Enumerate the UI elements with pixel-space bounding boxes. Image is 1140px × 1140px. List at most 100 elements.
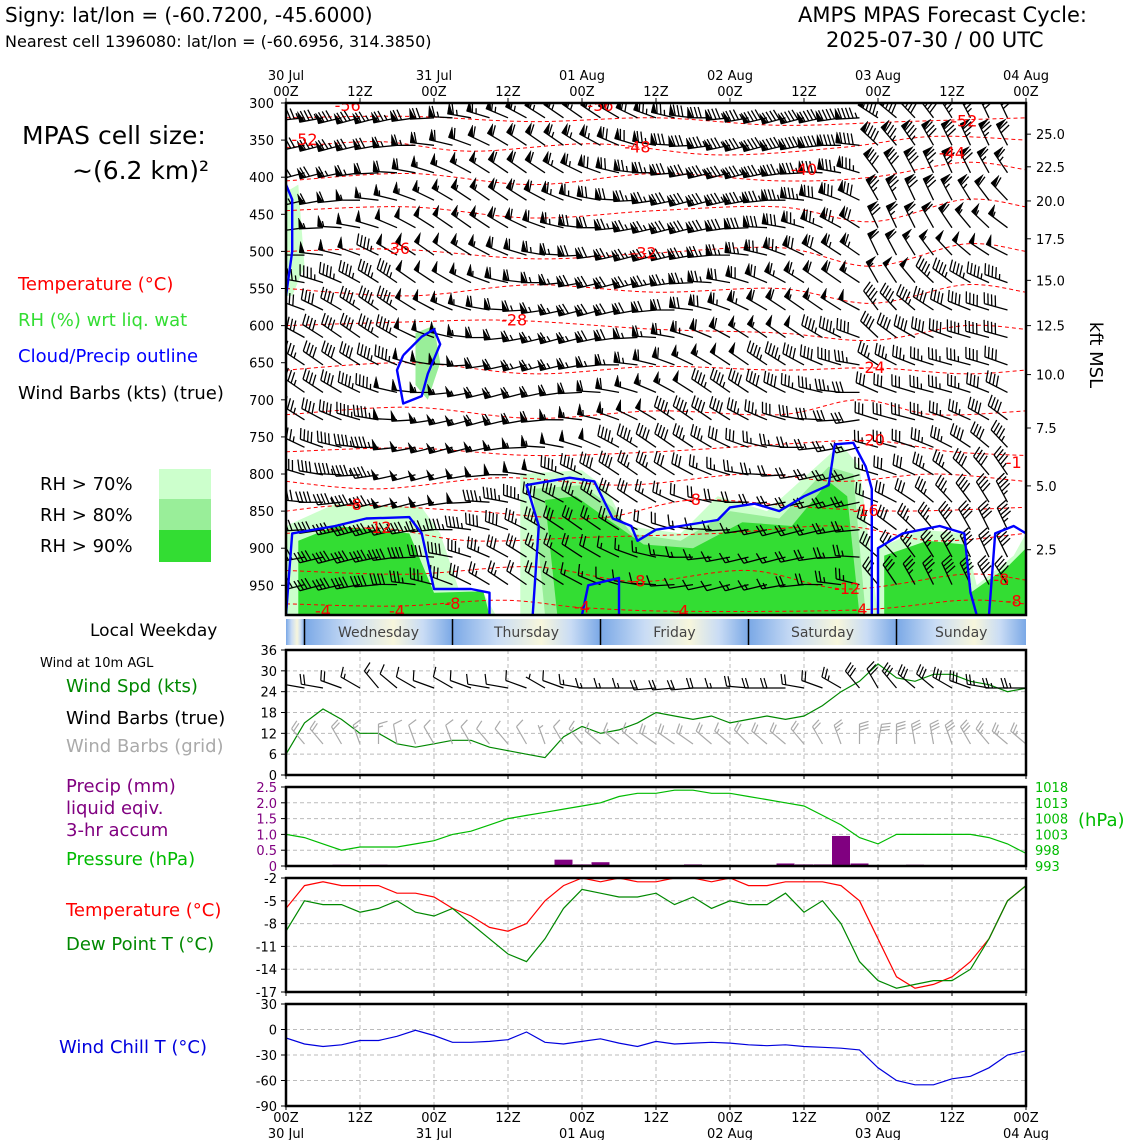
upper-wind-barb-flag: [518, 332, 528, 344]
grid-wind-barb: [460, 719, 472, 745]
upper-wind-barb: [860, 122, 879, 146]
upper-wind-barb: [613, 219, 638, 233]
upper-wind-barb: [484, 510, 509, 531]
upper-wind-barb: [874, 480, 897, 503]
top-hour-label: 12Z: [495, 85, 521, 100]
top-hour-label: 00Z: [865, 85, 891, 100]
upper-wind-barb: [994, 555, 1009, 585]
upper-wind-barb: [876, 312, 897, 339]
upper-wind-barb: [506, 559, 527, 586]
upper-wind-barb-flag: [408, 496, 417, 508]
upper-wind-barb: [872, 402, 897, 421]
upper-wind-barb: [375, 314, 398, 339]
y-tick-label: 24: [260, 686, 277, 701]
height-tick-label: 2.5: [1036, 544, 1057, 559]
upper-wind-barb: [348, 522, 379, 537]
upper-wind-barb-flag: [865, 173, 876, 185]
upper-wind-barb-flag: [521, 240, 528, 253]
upper-wind-barb: [857, 103, 879, 119]
height-tick-label: 5.0: [1036, 480, 1057, 495]
rh-region-90-1: [298, 526, 490, 615]
upper-wind-barb-flag: [596, 125, 603, 139]
panel-frame: [284, 785, 1028, 868]
upper-wind-barb-flag: [449, 262, 455, 275]
upper-wind-barb: [706, 165, 731, 180]
upper-wind-barb-flag: [334, 165, 343, 177]
upper-wind-barb: [720, 491, 749, 503]
upper-wind-barb-flag: [426, 414, 435, 426]
upper-wind-barb: [833, 349, 860, 366]
legend-cloud: Cloud/Precip outline: [18, 346, 199, 367]
upper-wind-barb: [286, 315, 305, 339]
upper-wind-barb-flag: [612, 190, 620, 202]
grid-wind-barb: [552, 719, 565, 745]
upper-wind-barb-flag: [389, 110, 398, 122]
upper-wind-barb-flag: [685, 195, 694, 207]
upper-wind-barb: [482, 486, 509, 503]
grid-wind-barb: [877, 722, 891, 745]
upper-wind-barb: [811, 440, 842, 453]
grid-wind-barb: [790, 720, 805, 745]
true-wind-barb: [484, 673, 509, 689]
upper-wind-barb: [983, 292, 1008, 311]
upper-wind-barb-flag: [576, 403, 583, 416]
height-tick-label: 20.0: [1036, 195, 1065, 210]
upper-wind-barb-flag: [317, 238, 324, 252]
upper-wind-barb: [811, 522, 842, 535]
upper-wind-barb-flag: [685, 137, 694, 149]
upper-wind-barb: [311, 550, 342, 564]
upper-wind-barb-flag: [298, 217, 305, 230]
upper-wind-barb-flag: [650, 133, 657, 145]
upper-wind-barb-flag: [336, 212, 343, 225]
upper-wind-barb: [333, 433, 361, 448]
upper-wind-barb-flag: [298, 241, 305, 254]
upper-wind-barb-flag: [469, 205, 476, 218]
legend-rh80-label: RH > 80%: [40, 505, 133, 526]
pressure-tick-label: 993: [1035, 860, 1060, 875]
upper-wind-barb: [857, 340, 879, 366]
upper-wind-barb-flag: [722, 111, 731, 123]
upper-wind-barb: [613, 276, 638, 290]
upper-wind-barb-flag: [722, 193, 731, 205]
upper-wind-barb: [725, 427, 749, 448]
temperature-contour-10: [286, 473, 1026, 490]
upper-wind-barb: [595, 218, 620, 231]
upper-wind-barb: [865, 176, 880, 201]
y-tick-label: 12: [260, 727, 277, 742]
upper-wind-barb-flag: [538, 274, 546, 286]
top-hour-label: 12Z: [347, 85, 373, 100]
upper-wind-barb: [921, 121, 937, 146]
upper-wind-barb: [835, 132, 860, 146]
upper-wind-barb: [559, 452, 583, 476]
upper-wind-barb: [616, 423, 638, 448]
upper-wind-barb: [524, 103, 546, 119]
legend-wind-barbs: Wind Barbs (kts) (true): [18, 383, 224, 404]
upper-wind-barb-flag: [335, 189, 342, 201]
cloud-outline-6: [987, 524, 1026, 615]
upper-wind-barb-flag: [882, 256, 893, 268]
upper-wind-barb-flag: [667, 248, 676, 260]
wind-speed-line: [286, 663, 1026, 759]
upper-wind-barb-flag: [687, 270, 694, 282]
grid-wind-barb: [695, 722, 712, 745]
upper-wind-barb-flag: [666, 223, 676, 235]
upper-wind-barb-flag: [838, 205, 846, 219]
upper-wind-barb-flag: [690, 343, 697, 356]
upper-wind-barb-flag: [740, 140, 750, 152]
upper-wind-barb-flag: [741, 191, 749, 203]
upper-wind-barb: [855, 481, 879, 503]
precip-label-1: Precip (mm): [66, 776, 176, 797]
upper-wind-barb: [617, 450, 638, 476]
true-wind-barb: [916, 664, 934, 689]
upper-wind-barb-flag: [796, 112, 805, 124]
cloud-outline-0: [286, 184, 294, 297]
bottom-date-label: 30 Jul: [268, 1127, 304, 1140]
upper-wind-barb: [965, 291, 990, 311]
weekday-band: [896, 619, 1026, 645]
y-tick-label: 0: [269, 860, 277, 875]
upper-wind-barb: [816, 134, 842, 147]
upper-wind-barb-flag: [520, 434, 527, 447]
upper-wind-barb-flag: [501, 300, 509, 312]
upper-wind-barb-flag: [669, 320, 676, 333]
